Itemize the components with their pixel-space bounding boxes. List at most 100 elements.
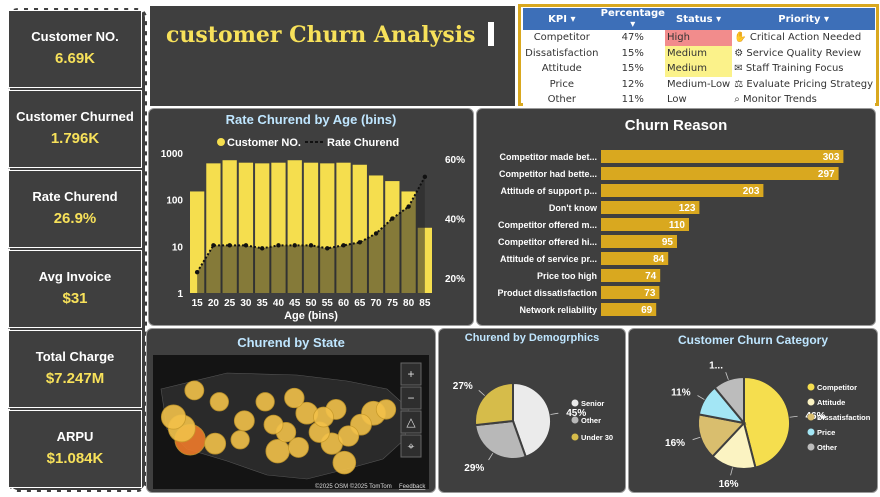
pie-slice [474,419,528,460]
kpi-label: Total Charge [35,349,115,364]
status-cell: Medium-Low [664,76,733,92]
pie-slice [474,381,514,427]
priority-cell: ✉ Staff Training Focus [734,63,844,75]
map-attribution: ©2025 OSM ©2025 TomTom [315,483,392,490]
map-control-glyph: △ [406,415,416,429]
priority-cell: ⌕ Monitor Trends [734,94,817,106]
pie-value-label: 1... [709,361,723,372]
demographics-panel: Churend by Demogrphics 45% 29% 27% Senior Ot… [438,328,626,493]
churn-rate-point [422,174,428,180]
priority-cell: ⚙ Service Quality Review [734,47,862,59]
reason-value-label: 303 [823,152,840,163]
y-tick-left: 1000 [161,149,184,160]
chart-title: Customer Churn Category [677,333,829,347]
chart-title: Churn Reason [624,117,728,134]
table-row: Dissatisfaction 15% Medium ⚙ Service Qualit… [523,45,875,61]
x-tick-label: 80 [403,298,415,309]
map-control-button[interactable] [400,362,422,386]
state-bubble-map[interactable]: + − △ ⌖ ©2025 OSM ©2025 TomTom Feedback [147,329,436,493]
priority-cell: ✋ Critical Action Needed [734,32,862,44]
map-feedback-link: Feedback [399,484,426,490]
map-control-button[interactable] [400,386,422,410]
x-tick-label: 45 [289,298,301,309]
leader-line [550,412,559,415]
leader-line [478,389,485,396]
kpi-card-total-charge: Total Charge $7.247M [8,330,142,408]
legend-marker-customers [217,138,225,146]
state-bubble [209,392,229,412]
reason-bar [601,269,661,282]
gear-icon: ⚙ [734,47,744,59]
pie-value-label: 45% [566,408,586,419]
kpi-value: 1.796K [50,130,100,147]
map-control-glyph: ⌖ [408,439,415,453]
legend-marker [807,383,815,391]
filter-dropdown-icon: ▾ [630,19,636,30]
reason-label: Competitor offered m... [498,220,597,230]
reason-bar [601,252,669,265]
state-bubble [230,430,250,450]
y-tick-right: 60% [445,155,465,166]
chat-icon: ✉ [734,63,743,75]
churn-rate-area [197,176,425,293]
leader-line [725,372,729,380]
churn-reason-panel: Churn Reason Competitor made bet... 303 Co… [476,108,876,326]
legend-label: Dissatisfaction [817,413,871,422]
legend-marker [807,398,815,406]
reason-bar [601,167,839,180]
magnifier-icon: ⌕ [734,94,740,106]
state-bubble [284,387,305,409]
x-tick-label: 35 [257,298,269,309]
legend-marker [807,443,815,451]
churn-rate-point [260,246,265,251]
leader-line [730,467,733,476]
x-tick-label: 50 [305,298,317,309]
reason-value-label: 84 [653,254,665,265]
legend-marker [807,428,815,436]
reason-bar [601,218,689,231]
pie-slice [713,375,745,426]
churn-rate-point [227,243,232,248]
col-header-percentage[interactable]: Percentage ▾ [600,8,665,30]
churn-rate-point [211,243,216,248]
reason-value-label: 110 [669,220,686,231]
reason-bar [601,286,660,299]
y-tick-left: 10 [172,242,184,253]
reason-label: Competitor made bet... [499,152,597,162]
churn-rate-point [308,243,314,248]
chart-title: Rate Churend by Age (bins) [225,112,397,127]
scale-icon: ⚖ [734,78,744,90]
reason-bar [601,235,677,248]
kpi-cell: Dissatisfaction [525,47,599,59]
reason-label: Network reliability [519,305,597,315]
table-row: Other 11% Low ⌕ Monitor Trends [523,92,875,108]
filter-dropdown-icon: ▾ [570,13,576,25]
state-bubble [233,410,255,432]
reason-bar [601,303,657,316]
legend-marker [571,416,579,424]
x-tick-label: 70 [371,298,383,309]
map-control-button[interactable] [400,410,422,434]
reason-value-label: 73 [644,288,656,299]
map-control-button[interactable] [400,434,422,458]
col-header-status[interactable]: Status ▾ [664,8,733,30]
y-tick-right: 20% [445,274,465,285]
leader-line [697,395,705,400]
pie-value-label: 16% [665,438,685,449]
churn-rate-point [194,269,200,275]
churn-rate-point [406,204,411,209]
x-tick-label: 85 [419,298,431,309]
col-header-priority[interactable]: Priority ▾ [732,8,875,30]
state-bubble [255,392,275,412]
legend-label: Attitude [817,398,845,407]
reason-value-label: 95 [662,237,674,248]
category-panel: Customer Churn Category 46% 16% 16% 11% 1...… [628,328,878,493]
churn-rate-point [373,231,379,236]
chart-title: Churend by State [237,335,345,350]
text-cursor [488,22,494,46]
pct-cell: 47% [621,32,644,44]
leader-line [789,415,798,418]
col-header-kpi[interactable]: KPI ▾ [523,8,601,30]
churn-rate-point [325,246,330,251]
x-axis-title: Age (bins) [284,310,338,322]
